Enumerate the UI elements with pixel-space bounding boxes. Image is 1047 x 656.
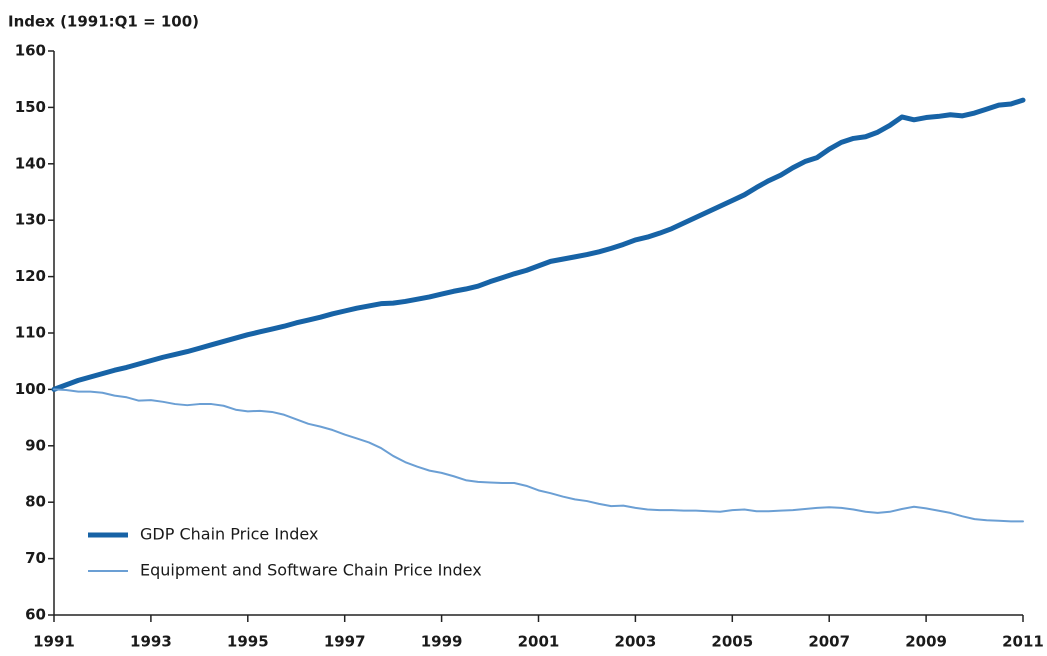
series-line [51,97,1026,392]
series-line [53,388,1024,523]
x-tick-label: 2001 [518,633,560,651]
y-tick-label: 90 [25,436,46,454]
x-tick-label: 1995 [227,633,269,651]
y-tick-label: 100 [15,380,46,398]
legend-label: GDP Chain Price Index [140,525,318,544]
y-tick-label: 80 [25,493,46,511]
x-tick-label: 2007 [808,633,850,651]
x-tick-label: 1997 [324,633,366,651]
x-tick-label: 2005 [711,633,753,651]
x-tick-label: 1999 [421,633,463,651]
x-tick-label: 1991 [33,633,75,651]
y-tick-label: 120 [15,267,46,285]
x-tick-label: 2011 [1002,633,1044,651]
y-tick-label: 110 [15,324,46,342]
x-tick-label: 2009 [905,633,947,651]
y-axis-label: Index (1991:Q1 = 100) [8,13,199,31]
y-tick-label: 150 [15,98,46,116]
legend-label: Equipment and Software Chain Price Index [140,561,482,580]
x-tick-label: 2003 [615,633,657,651]
y-tick-label: 60 [25,606,46,624]
y-tick-label: 160 [15,42,46,60]
y-tick-label: 70 [25,549,46,567]
y-tick-label: 140 [15,154,46,172]
y-tick-label: 130 [15,211,46,229]
x-tick-label: 1993 [130,633,172,651]
